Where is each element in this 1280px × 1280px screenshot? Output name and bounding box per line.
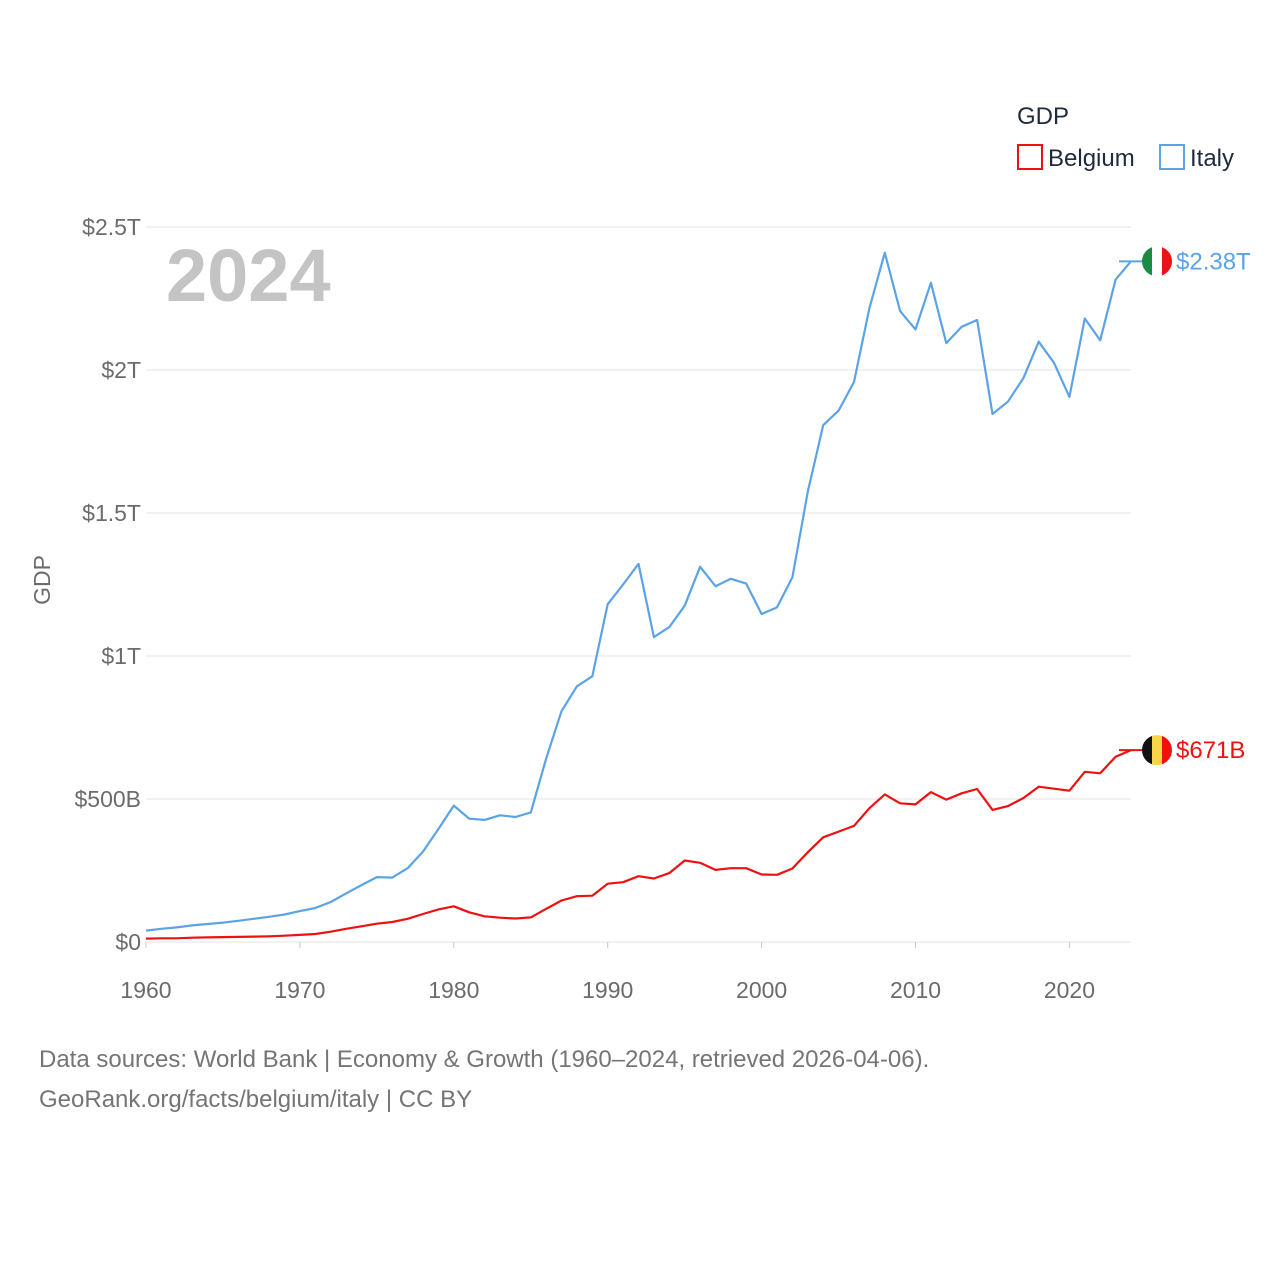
legend-swatch <box>1159 144 1185 170</box>
y-tick-label: $2T <box>101 357 141 383</box>
legend-label: Belgium <box>1048 145 1135 172</box>
axes: $0 $500B $1T $1.5T $2T $2.5T 1960 1970 1980 1990 2… <box>74 214 1095 1003</box>
data-source-note: Data sources: World Bank | Economy & Gro… <box>39 1040 929 1120</box>
y-tick-label: $0 <box>115 929 141 955</box>
y-axis-label: GDP <box>29 555 55 605</box>
end-value-label-belgium: $671B <box>1176 737 1245 764</box>
y-tick-label: $2.5T <box>82 214 141 240</box>
legend-swatch <box>1017 144 1043 170</box>
end-value-label-italy: $2.38T <box>1176 248 1251 275</box>
series-endpoints: $671B $2.38T <box>1119 246 1251 766</box>
series-line-italy <box>145 251 1132 932</box>
x-tick-label: 2000 <box>736 977 787 1003</box>
italy-flag-icon <box>1142 246 1172 277</box>
x-tick-label: 1960 <box>120 977 171 1003</box>
y-tick-label: $1.5T <box>82 500 141 526</box>
legend[interactable]: GDP Belgium Italy <box>1017 103 1234 172</box>
legend-item-belgium[interactable]: Belgium <box>1017 144 1135 172</box>
y-tick-label: $1T <box>101 643 141 669</box>
x-tick-label: 2020 <box>1044 977 1095 1003</box>
belgium-flag-icon <box>1142 735 1172 766</box>
license-line[interactable]: GeoRank.org/facts/belgium/italy | CC BY <box>39 1086 473 1113</box>
year-watermark: 2024 <box>166 234 331 317</box>
legend-title: GDP <box>1017 103 1069 130</box>
x-tick-label: 1980 <box>428 977 479 1003</box>
y-tick-label: $500B <box>74 786 141 812</box>
legend-label: Italy <box>1190 145 1234 172</box>
gridlines <box>146 226 1131 943</box>
series-lines <box>145 251 1132 940</box>
x-tick-label: 2010 <box>890 977 941 1003</box>
legend-item-italy[interactable]: Italy <box>1159 144 1234 172</box>
x-tick-label: 1990 <box>582 977 633 1003</box>
series-line-belgium <box>145 749 1132 940</box>
x-tick-label: 1970 <box>274 977 325 1003</box>
source-line: Data sources: World Bank | Economy & Gro… <box>39 1046 930 1073</box>
